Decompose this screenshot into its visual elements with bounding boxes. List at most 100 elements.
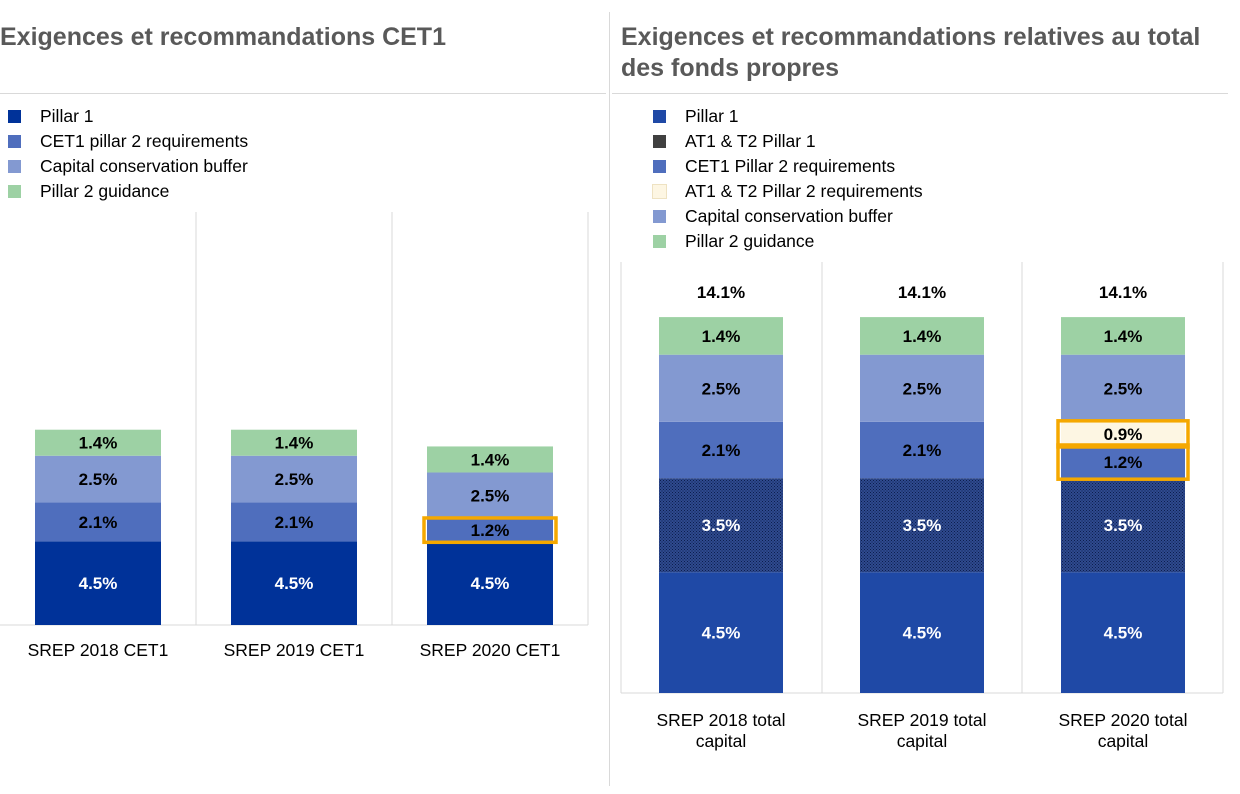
left-data-label: 2.5% xyxy=(275,470,314,489)
left-data-label: 1.4% xyxy=(79,434,118,453)
legend-label: Pillar 2 guidance xyxy=(685,231,815,251)
legend-label: Pillar 1 xyxy=(685,106,739,126)
right-legend-item: CET1 Pillar 2 requirements xyxy=(653,154,923,179)
legend-label: Pillar 1 xyxy=(40,106,94,126)
right-data-label: 4.5% xyxy=(1104,624,1143,643)
left-legend-item: Pillar 1 xyxy=(8,104,248,129)
left-title-rule xyxy=(0,93,606,94)
right-bar-segment xyxy=(659,572,783,693)
left-data-label: 2.5% xyxy=(471,487,510,506)
panel-divider xyxy=(609,12,610,786)
legend-swatch xyxy=(653,210,666,223)
right-data-label: 1.4% xyxy=(702,327,741,346)
right-data-label: 2.5% xyxy=(702,379,741,398)
left-bar-segment xyxy=(427,472,553,519)
legend-swatch xyxy=(653,235,666,248)
left-bar-segment xyxy=(231,541,357,625)
right-bar-segment xyxy=(1061,421,1185,446)
left-data-label: 4.5% xyxy=(79,574,118,593)
left-bar-segment xyxy=(35,502,161,542)
legend-label: Pillar 2 guidance xyxy=(40,181,170,201)
right-data-label: 0.9% xyxy=(1104,425,1143,444)
left-bar-segment xyxy=(427,541,553,625)
left-data-label: 4.5% xyxy=(275,574,314,593)
right-data-label: 3.5% xyxy=(1104,516,1143,535)
right-bar-segment xyxy=(659,478,783,573)
left-data-label: 2.5% xyxy=(79,470,118,489)
right-bar-segment xyxy=(659,354,783,422)
right-total-label: 14.1% xyxy=(898,283,946,302)
legend-swatch xyxy=(652,184,667,199)
legend-swatch xyxy=(653,135,666,148)
left-plot-area: 4.5% 2.1% 2.5% 1.4% SREP 2018 CET1 4.5% 2.1% 2.… xyxy=(0,212,589,660)
right-legend: Pillar 1 AT1 & T2 Pillar 1 CET1 Pillar 2… xyxy=(652,104,923,254)
legend-swatch xyxy=(8,160,21,173)
left-legend: Pillar 1 CET1 pillar 2 requirements Capi… xyxy=(8,104,248,204)
left-data-label: 4.5% xyxy=(471,574,510,593)
right-title-rule xyxy=(612,93,1228,94)
right-data-label: 1.4% xyxy=(1104,327,1143,346)
right-bar-segment xyxy=(1061,572,1185,693)
right-highlight-box xyxy=(1056,419,1190,449)
legend-swatch xyxy=(653,110,666,123)
right-bar-segment xyxy=(1061,445,1185,479)
right-total-label: 14.1% xyxy=(1099,283,1147,302)
right-bar-segment xyxy=(860,317,984,355)
left-bar-segment xyxy=(35,455,161,503)
right-legend-item: AT1 & T2 Pillar 2 requirements xyxy=(652,179,923,204)
right-legend-item: Pillar 1 xyxy=(653,104,923,129)
left-category-label: SREP 2019 CET1 xyxy=(224,640,365,660)
right-bar-segment xyxy=(860,421,984,479)
legend-label: Capital conservation buffer xyxy=(40,156,248,176)
right-category-label: capital xyxy=(897,731,948,751)
left-category-label: SREP 2020 CET1 xyxy=(420,640,561,660)
right-category-label: SREP 2020 total xyxy=(1058,710,1187,730)
legend-label: Capital conservation buffer xyxy=(685,206,893,226)
right-chart-title: Exigences et recommandations relatives a… xyxy=(621,23,1201,82)
left-bar-segment xyxy=(35,541,161,625)
legend-label: AT1 & T2 Pillar 1 xyxy=(685,131,816,151)
left-chart-title: Exigences et recommandations CET1 xyxy=(0,23,446,51)
left-data-label: 1.4% xyxy=(275,434,314,453)
left-bar-segment xyxy=(427,518,553,542)
legend-swatch xyxy=(8,185,21,198)
left-category-label: SREP 2018 CET1 xyxy=(28,640,169,660)
right-category-label: SREP 2018 total xyxy=(656,710,785,730)
left-highlight-box xyxy=(422,516,558,545)
left-bar-segment xyxy=(231,502,357,542)
right-data-label: 1.4% xyxy=(903,327,942,346)
right-bar-segment xyxy=(1061,478,1185,573)
right-data-label: 2.1% xyxy=(903,441,942,460)
left-bar-segment xyxy=(427,446,553,473)
right-category-label: SREP 2019 total xyxy=(857,710,986,730)
left-bar-segment xyxy=(231,455,357,503)
right-data-label: 2.5% xyxy=(903,379,942,398)
right-data-label: 4.5% xyxy=(702,624,741,643)
right-bar-segment xyxy=(659,421,783,479)
right-total-label: 14.1% xyxy=(697,283,745,302)
right-legend-item: Pillar 2 guidance xyxy=(653,229,923,254)
legend-label: AT1 & T2 Pillar 2 requirements xyxy=(685,181,923,201)
right-bar-segment xyxy=(860,572,984,693)
legend-label: CET1 Pillar 2 requirements xyxy=(685,156,896,176)
right-legend-item: Capital conservation buffer xyxy=(653,204,923,229)
right-highlight-box xyxy=(1056,443,1190,481)
left-data-label: 2.1% xyxy=(275,513,314,532)
left-bar-segment xyxy=(231,429,357,456)
right-bar-segment xyxy=(860,354,984,422)
left-bar-segment xyxy=(35,429,161,456)
right-category-label: capital xyxy=(696,731,747,751)
right-data-label: 4.5% xyxy=(903,624,942,643)
right-data-label: 2.5% xyxy=(1104,379,1143,398)
left-data-label: 1.4% xyxy=(471,450,510,469)
legend-swatch xyxy=(8,135,21,148)
right-bar-segment xyxy=(659,317,783,355)
right-legend-item: AT1 & T2 Pillar 1 xyxy=(653,129,923,154)
legend-swatch xyxy=(8,110,21,123)
right-data-label: 3.5% xyxy=(702,516,741,535)
legend-label: CET1 pillar 2 requirements xyxy=(40,131,249,151)
left-legend-item: Capital conservation buffer xyxy=(8,154,248,179)
left-legend-item: Pillar 2 guidance xyxy=(8,179,248,204)
right-data-label: 1.2% xyxy=(1104,453,1143,472)
